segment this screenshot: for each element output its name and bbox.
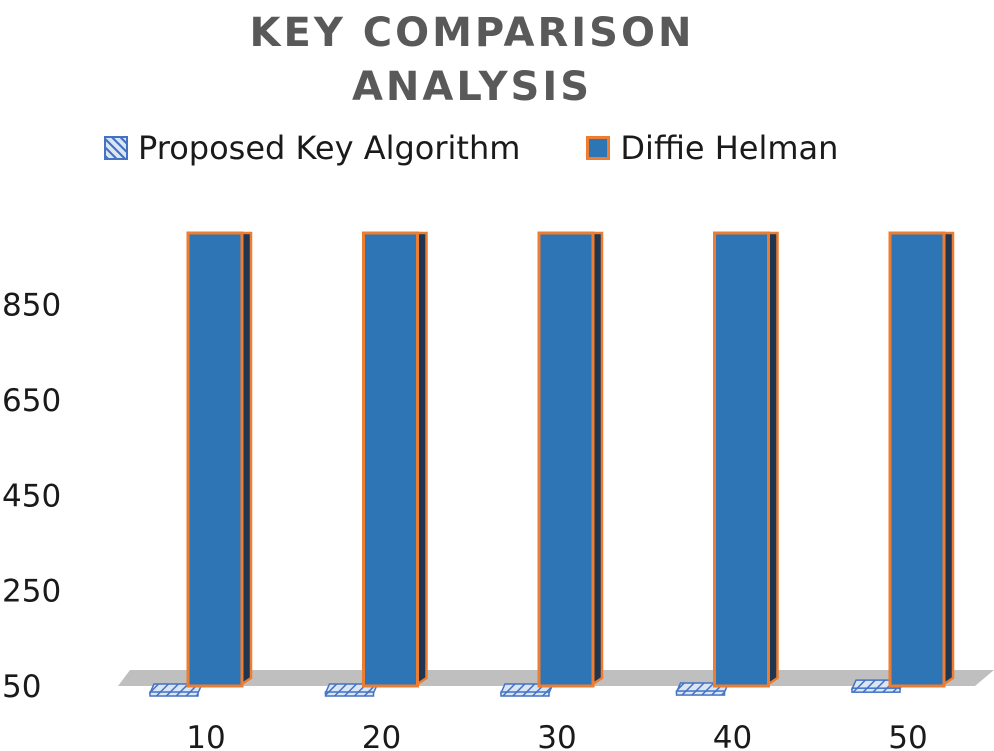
y-tick-label: 50: [2, 669, 41, 705]
diffie-bar: [888, 231, 946, 688]
x-axis-tick-labels: 10 20 30 40 50: [186, 720, 927, 751]
x-tick-label: 20: [362, 720, 401, 751]
legend-item-proposed: Proposed Key Algorithm: [104, 129, 520, 167]
y-tick-label: 250: [2, 574, 61, 610]
y-tick-label: 650: [2, 383, 61, 419]
diffie-bar: [537, 231, 595, 688]
chart-title: KEY COMPARISON ANALYSIS: [0, 6, 944, 114]
y-tick-label: 850: [2, 288, 61, 324]
chart-title-line-1: KEY COMPARISON: [249, 10, 695, 56]
legend-item-diffie: Diffie Helman: [586, 129, 838, 167]
diffie-bar: [713, 231, 770, 688]
diffie-bar: [362, 231, 419, 688]
x-tick-label: 40: [713, 720, 752, 751]
y-tick-label: 450: [2, 478, 61, 514]
x-tick-label: 50: [888, 720, 927, 751]
x-tick-label: 10: [186, 720, 225, 751]
y-axis-tick-labels: 50 250 450 650 850: [2, 288, 61, 705]
proposed-bar: [851, 687, 901, 693]
chart-title-line-2: ANALYSIS: [351, 64, 593, 110]
bars: [148, 231, 955, 697]
diffie-bar: [186, 231, 244, 688]
legend-label-diffie: Diffie Helman: [620, 129, 839, 167]
x-tick-label: 30: [537, 720, 576, 751]
proposed-bar: [500, 691, 550, 697]
legend-swatch-proposed: [104, 136, 128, 160]
legend: Proposed Key Algorithm Diffie Helman: [104, 126, 904, 170]
legend-swatch-diffie: [586, 136, 611, 160]
proposed-bar: [149, 691, 199, 697]
legend-label-proposed: Proposed Key Algorithm: [138, 129, 521, 167]
proposed-bar: [324, 691, 375, 697]
proposed-bar: [675, 690, 726, 696]
